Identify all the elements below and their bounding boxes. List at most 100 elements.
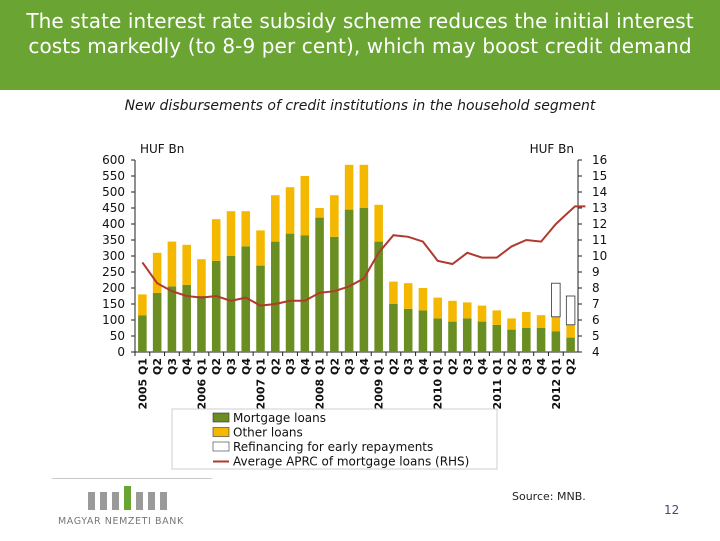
bar-mortgage — [359, 208, 369, 352]
x-tick-label: 2009 Q1 — [373, 358, 386, 409]
bar-mortgage — [182, 284, 191, 352]
source-note: Source: MNB. — [512, 490, 586, 503]
legend-swatch — [212, 412, 230, 423]
legend-swatch — [212, 427, 230, 437]
bar-other — [551, 316, 561, 332]
x-tick-label: Q4 — [535, 358, 548, 375]
bar-mortgage — [138, 315, 147, 352]
y2-tick-label: 11 — [592, 233, 607, 247]
bar-other — [138, 294, 147, 316]
right-axis-unit: HUF Bn — [530, 142, 574, 156]
x-tick-label: Q4 — [299, 358, 312, 375]
bar-other — [182, 244, 191, 285]
bar-other — [403, 283, 413, 309]
bar-other — [330, 195, 339, 237]
bar-other — [211, 219, 221, 261]
y2-tick-label: 12 — [592, 217, 607, 231]
y-tick-label: 550 — [102, 169, 125, 183]
bar-other — [522, 312, 531, 328]
bar-other — [462, 302, 472, 319]
x-tick-label: 2008 Q1 — [314, 358, 327, 409]
y-tick-label: 250 — [102, 265, 125, 279]
bar-mortgage — [167, 286, 177, 352]
bar-mortgage — [507, 329, 516, 352]
x-tick-label: Q3 — [166, 358, 179, 375]
bar-other — [418, 288, 428, 311]
bar-mortgage — [551, 331, 561, 352]
x-tick-label: Q4 — [476, 358, 489, 375]
y-tick-label: 300 — [102, 249, 125, 263]
y-tick-label: 50 — [110, 329, 125, 343]
bar-mortgage — [374, 241, 383, 352]
bar-mortgage — [152, 292, 162, 352]
y-tick-label: 500 — [102, 185, 125, 199]
x-tick-label: Q3 — [225, 358, 238, 375]
x-tick-label: 2010 Q1 — [432, 358, 445, 409]
y2-tick-label: 16 — [592, 153, 607, 167]
bar-other — [448, 300, 457, 322]
bar-other — [300, 176, 310, 236]
x-tick-label: Q4 — [417, 358, 430, 375]
bar-mortgage — [315, 217, 324, 352]
x-tick-label: Q2 — [506, 358, 519, 375]
bar-mortgage — [241, 246, 251, 352]
bar-other — [566, 324, 575, 338]
bar-mortgage — [403, 308, 413, 352]
y2-tick-label: 6 — [592, 313, 600, 327]
y2-tick-label: 13 — [592, 201, 607, 215]
bar-mortgage — [300, 235, 310, 352]
bar-other — [477, 305, 487, 322]
x-tick-label: Q4 — [358, 358, 371, 375]
bank-logo-icon — [88, 486, 167, 510]
bar-mortgage — [462, 318, 472, 352]
bar-mortgage — [492, 324, 502, 352]
bar-other — [359, 164, 369, 208]
bar-mortgage — [536, 328, 546, 352]
bar-other — [197, 259, 206, 296]
bar-other — [285, 187, 295, 234]
bar-mortgage — [271, 241, 280, 352]
y2-tick-label: 15 — [592, 169, 607, 183]
x-tick-label: Q4 — [181, 358, 194, 375]
bar-other — [152, 252, 162, 293]
legend-swatch — [212, 441, 230, 452]
legend-label: Refinancing for early repayments — [233, 440, 433, 454]
left-axis-unit: HUF Bn — [140, 142, 184, 156]
bar-other — [374, 204, 383, 242]
y2-tick-label: 10 — [592, 249, 607, 263]
bar-refinancing — [565, 295, 576, 326]
bar-other — [507, 318, 516, 330]
bar-other — [241, 211, 251, 247]
bar-mortgage — [344, 209, 354, 352]
x-tick-label: Q2 — [446, 358, 459, 375]
legend-label: Mortgage loans — [233, 411, 326, 425]
bar-mortgage — [211, 260, 221, 352]
x-tick-label: Q2 — [269, 358, 282, 375]
x-tick-label: 2012 Q1 — [550, 358, 563, 409]
y-tick-label: 100 — [102, 313, 125, 327]
legend-label: Other loans — [233, 426, 303, 440]
logo-text: MAGYAR NEMZETI BANK — [58, 516, 184, 527]
bar-mortgage — [448, 321, 457, 352]
x-tick-label: Q2 — [210, 358, 223, 375]
y-tick-label: 600 — [102, 153, 125, 167]
bar-other — [389, 281, 398, 304]
bar-mortgage — [285, 233, 295, 352]
y2-tick-label: 4 — [592, 345, 600, 359]
x-tick-label: Q2 — [328, 358, 341, 375]
x-tick-label: Q4 — [240, 358, 253, 375]
bar-other — [256, 230, 265, 266]
bar-other — [271, 195, 280, 242]
y2-tick-label: 9 — [592, 265, 600, 279]
chart-title: New disbursements of credit institutions… — [124, 98, 596, 114]
bar-mortgage — [389, 304, 398, 352]
x-tick-label: Q3 — [343, 358, 356, 375]
y2-tick-label: 7 — [592, 297, 600, 311]
bar-other — [167, 241, 177, 287]
bar-mortgage — [566, 337, 575, 352]
slide-header: The state interest rate subsidy scheme r… — [0, 0, 720, 90]
bar-mortgage — [226, 256, 236, 352]
bar-mortgage — [477, 321, 487, 352]
x-tick-label: Q2 — [387, 358, 400, 375]
